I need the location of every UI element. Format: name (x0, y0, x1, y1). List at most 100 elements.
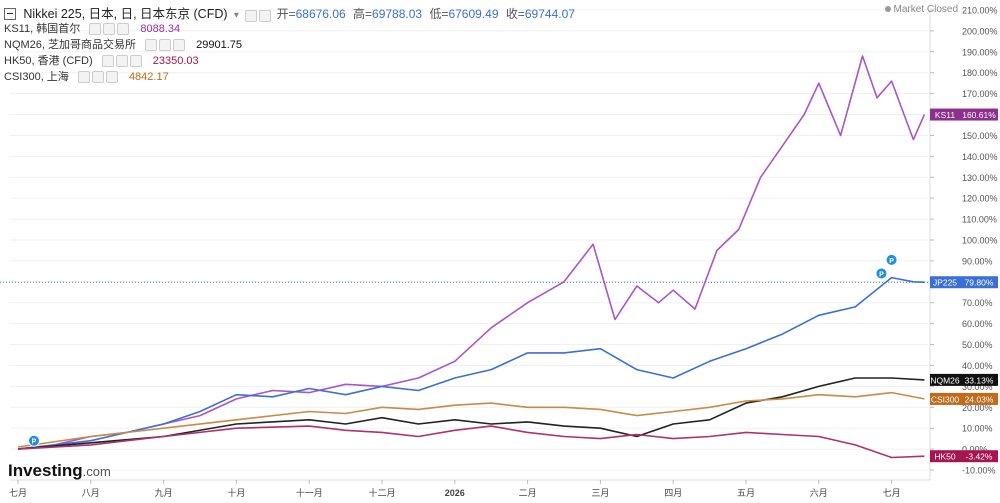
legend-name: CSI300, 上海 (4, 71, 69, 83)
toggle-icon[interactable] (91, 71, 104, 84)
open-value: 68676.06 (295, 7, 346, 21)
legend-row-ks11[interactable]: KS11, 韩国首尔 8088.34 (4, 20, 180, 36)
close-icon[interactable] (129, 55, 142, 68)
event-marker-label: P (889, 258, 894, 265)
tag-value-bg (960, 450, 998, 463)
legend-icons (101, 55, 144, 68)
toggle-icon[interactable] (115, 55, 128, 68)
toggle-icon[interactable] (259, 9, 272, 22)
low-value: 67609.49 (448, 7, 499, 21)
series-line-csi300 (17, 391, 925, 448)
collapse-icon[interactable] (4, 7, 16, 20)
x-tick-label: 十月 (227, 487, 245, 498)
tag-name: KS11 (935, 110, 955, 120)
chart-header: Nikkei 225, 日本, 日, 日本东京 (CFD) ▾ 开=68676.… (4, 3, 579, 22)
tag-value-bg (960, 276, 998, 289)
settings-icon[interactable] (89, 23, 102, 36)
y-tick-label: 150.00% (962, 131, 998, 141)
legend-name: KS11, 韩国首尔 (4, 23, 81, 35)
high-label: 高= (353, 7, 373, 21)
legend-row-csi300[interactable]: CSI300, 上海 4842.17 (4, 68, 169, 84)
x-tick-label: 七月 (883, 488, 901, 498)
series-line-ks11 (17, 55, 926, 450)
legend-row-nqm26[interactable]: NQM26, 芝加哥商品交易所 29901.75 (4, 36, 242, 52)
instrument-title: Nikkei 225, 日本, 日, 日本东京 (CFD) (23, 7, 228, 21)
y-tick-label: 70.00% (962, 298, 993, 308)
high-value: 69788.03 (372, 7, 423, 21)
close-icon[interactable] (117, 23, 130, 36)
x-tick-label: 八月 (82, 488, 100, 498)
y-tick-label: 140.00% (962, 152, 998, 162)
settings-icon[interactable] (77, 71, 90, 84)
legend-name: NQM26, 芝加哥商品交易所 (4, 39, 137, 51)
y-tick-label: 190.00% (962, 47, 998, 57)
y-tick-label: 0.00% (962, 445, 988, 455)
y-tick-label: 120.00% (962, 194, 998, 204)
value-tag-hk50: HK50 -3.42% (930, 450, 998, 463)
y-tick-label: 110.00% (962, 215, 997, 225)
y-tick-label: 180.00% (962, 68, 998, 78)
settings-icon[interactable] (245, 9, 258, 22)
legend-icons (89, 23, 131, 36)
close-label: 收= (505, 7, 525, 21)
tag-name-bg (930, 392, 960, 405)
legend-icons (77, 71, 120, 84)
value-tag-csi300: CSI300 24.03% (930, 392, 998, 405)
x-tick-label: 六月 (810, 487, 828, 498)
value-tag-jp225: JP225 79.80% (930, 276, 998, 289)
close-icon[interactable] (173, 39, 186, 52)
investing-logo: Investing.com (8, 461, 111, 480)
close-icon[interactable] (105, 71, 118, 84)
y-tick-label: 130.00% (962, 173, 998, 183)
tag-name-bg (930, 373, 960, 386)
y-tick-label: 200.00% (962, 26, 998, 36)
y-tick-label: 40.00% (962, 361, 993, 371)
settings-icon[interactable] (101, 55, 114, 68)
x-tick-label: 二月 (519, 488, 537, 498)
tag-value: -3.42% (966, 452, 993, 462)
event-marker-icon (885, 253, 898, 266)
x-tick-label: 七月 (9, 488, 27, 498)
y-tick-label: 50.00% (962, 340, 993, 350)
tag-value: 24.03% (965, 394, 994, 404)
tag-value-bg (960, 108, 998, 121)
legend-value: 4842.17 (128, 71, 169, 83)
tag-value: 33.13% (965, 375, 994, 385)
event-marker-icon (28, 434, 41, 447)
tag-name: JP225 (933, 278, 957, 288)
x-tick-label: 九月 (155, 488, 173, 498)
toggle-icon[interactable] (159, 39, 172, 52)
settings-icon[interactable] (145, 39, 158, 52)
event-marker-label: P (879, 271, 884, 278)
x-tick-label: 十二月 (368, 487, 395, 498)
tag-name: HK50 (934, 452, 956, 462)
y-tick-label: 10.00% (962, 424, 993, 434)
legend-value: 8088.34 (140, 23, 181, 35)
y-tick-label: 20.00% (962, 403, 993, 413)
chevron-down-icon[interactable]: ▾ (233, 10, 239, 21)
y-tick-label: 30.00% (962, 382, 993, 392)
x-tick-label: 十一月 (296, 487, 323, 498)
legend-row-hk50[interactable]: HK50, 香港 (CFD) 23350.03 (4, 52, 199, 68)
legend-value: 23350.03 (152, 55, 199, 67)
event-marker-label: P (32, 439, 37, 446)
x-tick-label: 三月 (591, 488, 609, 498)
series-line-nqm26 (17, 377, 925, 450)
x-tick-label: 四月 (664, 488, 682, 498)
x-tick-label: 2026 (445, 488, 465, 498)
legend-value: 29901.75 (196, 39, 243, 51)
legend-icons (145, 39, 187, 52)
series-line-jp225 (17, 276, 925, 450)
series-line-hk50 (17, 425, 925, 459)
market-status: Market Closed (884, 4, 958, 15)
low-label: 低= (429, 7, 449, 21)
value-tag-ks11: KS11 160.61% (930, 108, 998, 121)
close-value: 69744.07 (524, 7, 575, 21)
open-label: 开= (276, 7, 296, 21)
tag-name-bg (930, 108, 960, 121)
tag-value: 160.61% (962, 110, 996, 120)
toggle-icon[interactable] (103, 23, 116, 36)
tag-name-bg (930, 450, 960, 463)
value-tag-nqm26: NQM26 33.13% (930, 373, 998, 386)
